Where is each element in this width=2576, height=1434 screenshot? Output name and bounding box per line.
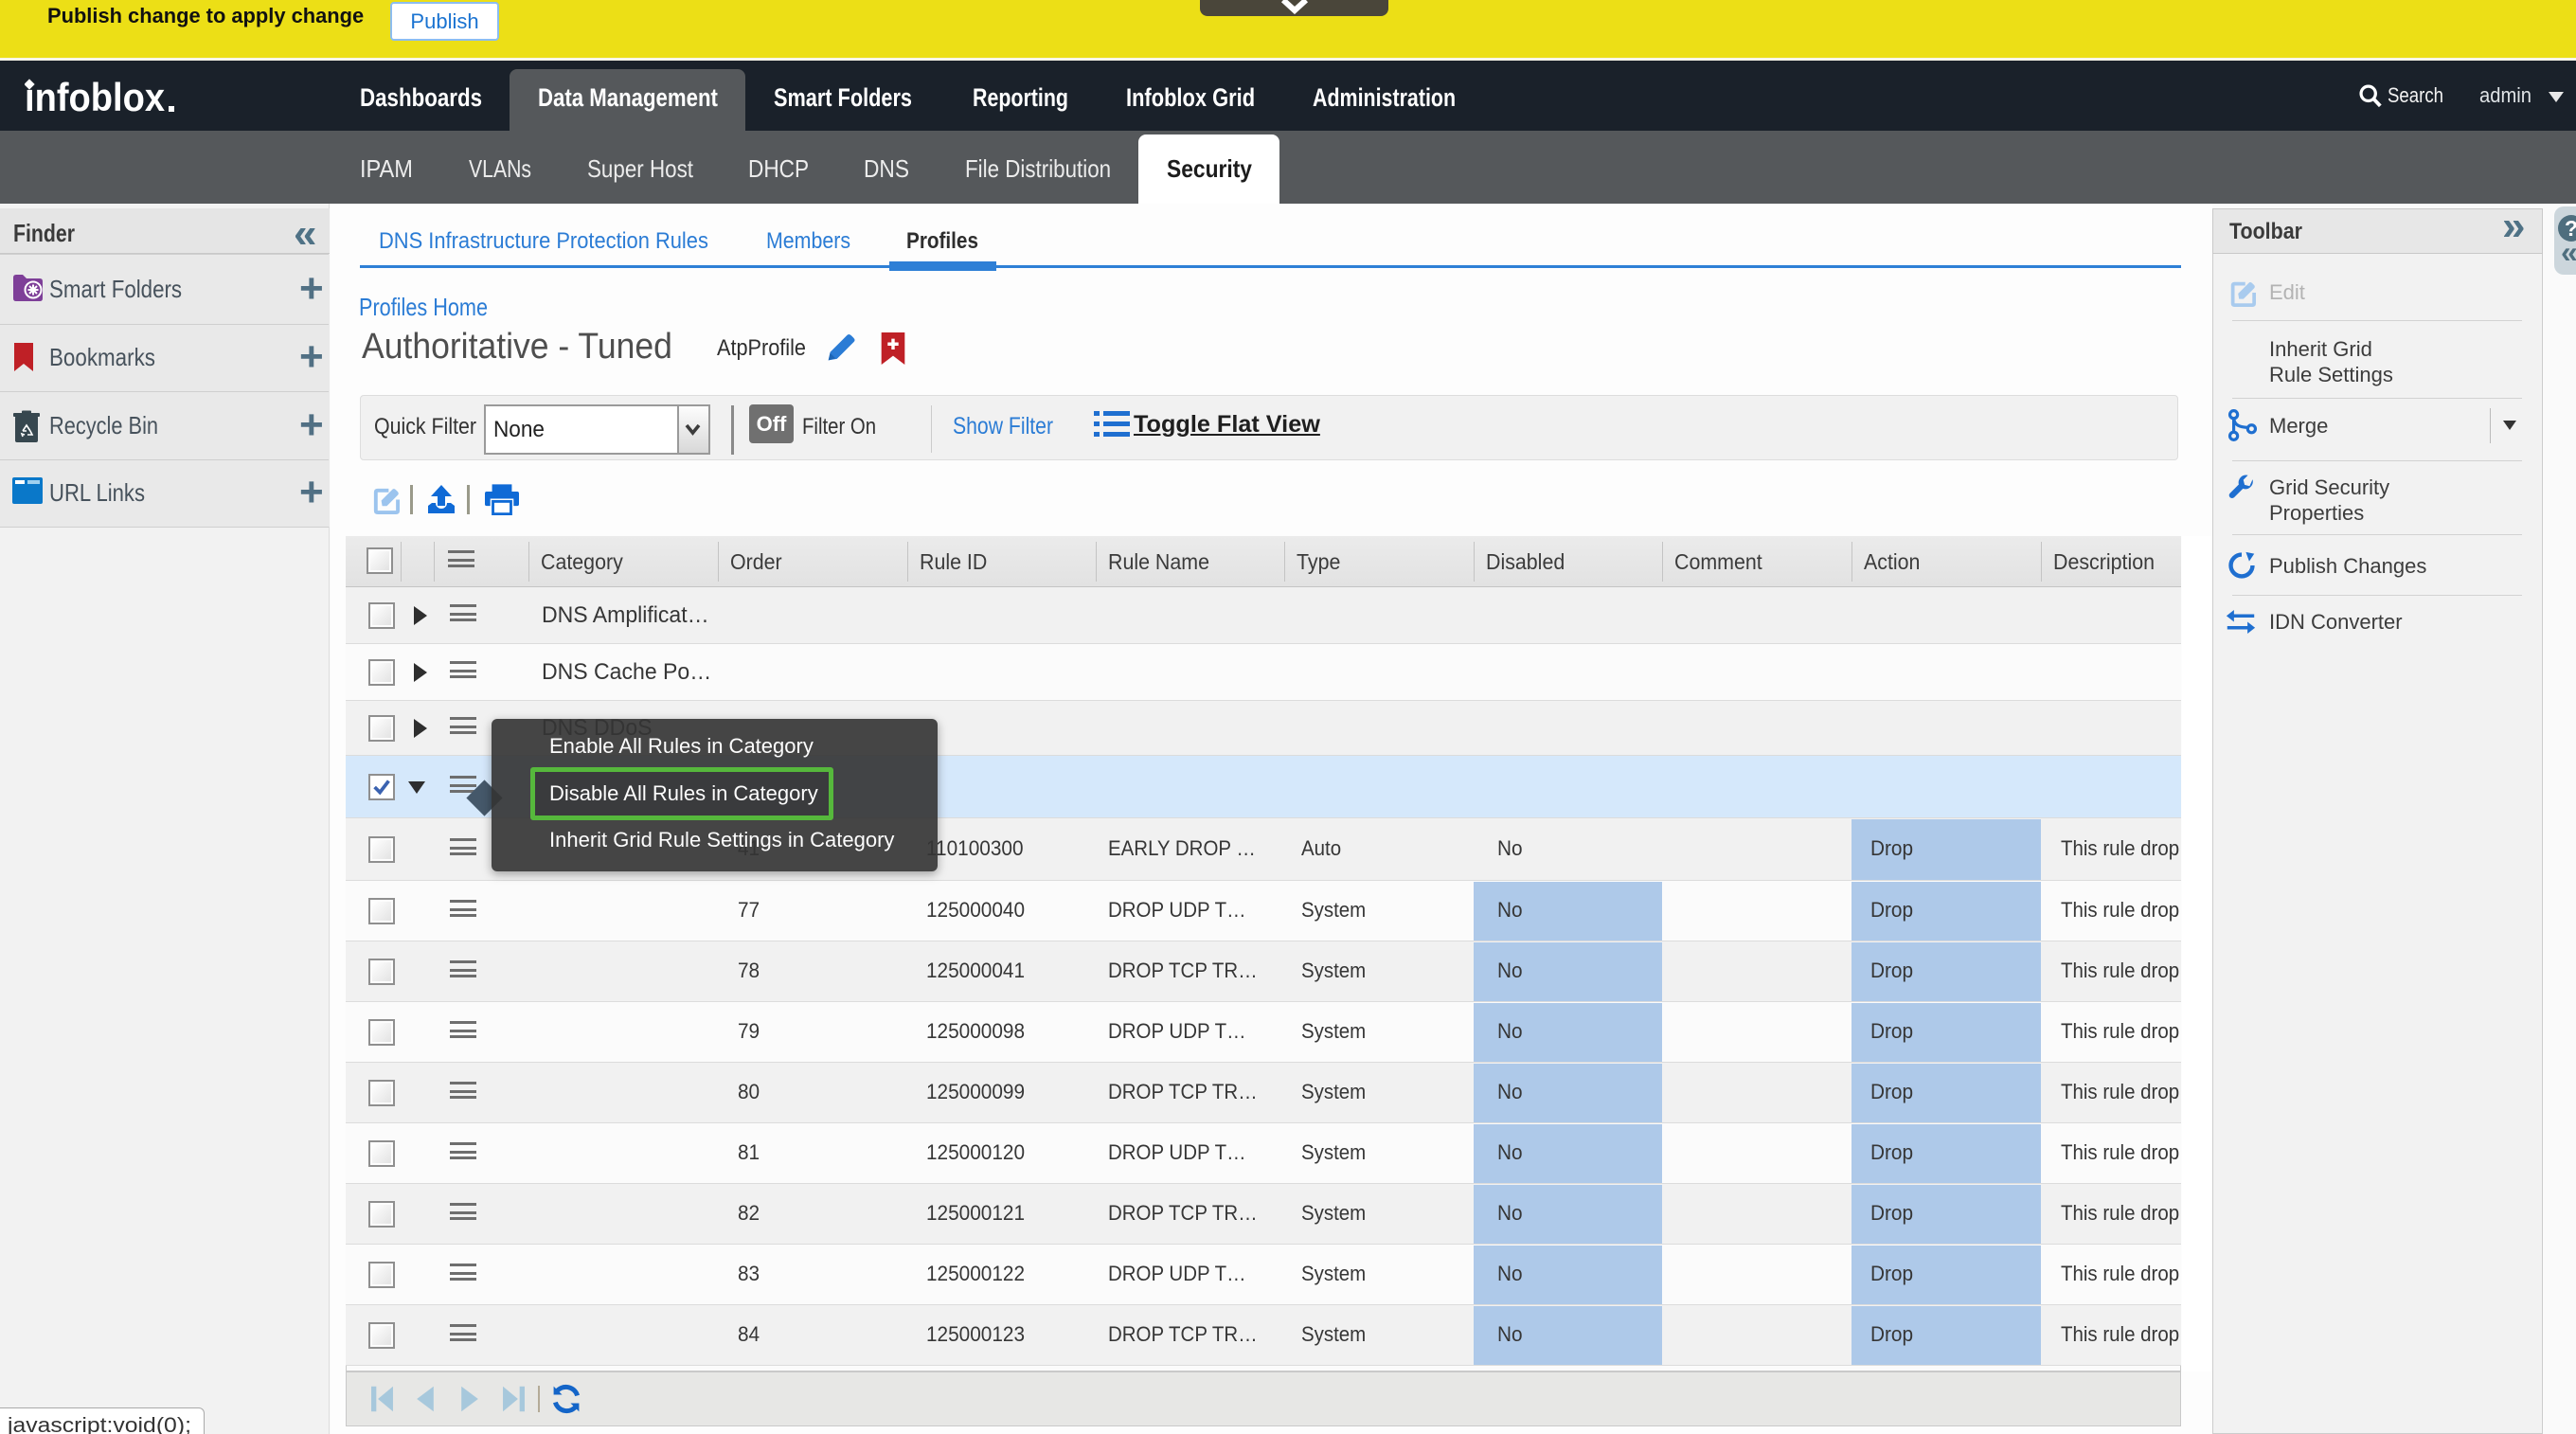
svg-text:ınfoblox: ınfoblox <box>25 75 166 119</box>
